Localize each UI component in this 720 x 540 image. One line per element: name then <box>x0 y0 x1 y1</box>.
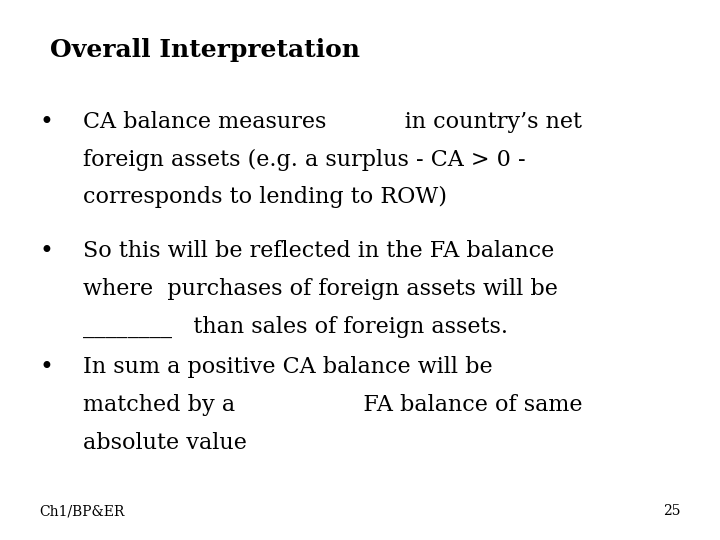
Text: •: • <box>40 356 53 380</box>
Text: 25: 25 <box>663 504 680 518</box>
Text: So this will be reflected in the FA balance: So this will be reflected in the FA bala… <box>83 240 554 262</box>
Text: ________   than sales of foreign assets.: ________ than sales of foreign assets. <box>83 316 508 338</box>
Text: corresponds to lending to ROW): corresponds to lending to ROW) <box>83 186 447 208</box>
Text: Ch1/BP&ER: Ch1/BP&ER <box>40 504 125 518</box>
Text: absolute value: absolute value <box>83 432 247 454</box>
Text: Overall Interpretation: Overall Interpretation <box>50 38 361 62</box>
Text: •: • <box>40 111 53 134</box>
Text: foreign assets (e.g. a surplus - CA > 0 -: foreign assets (e.g. a surplus - CA > 0 … <box>83 148 526 171</box>
Text: where  purchases of foreign assets will be: where purchases of foreign assets will b… <box>83 278 558 300</box>
Text: In sum a positive CA balance will be: In sum a positive CA balance will be <box>83 356 492 379</box>
Text: matched by a                  FA balance of same: matched by a FA balance of same <box>83 394 582 416</box>
Text: CA balance measures           in country’s net: CA balance measures in country’s net <box>83 111 582 133</box>
Text: •: • <box>40 240 53 264</box>
